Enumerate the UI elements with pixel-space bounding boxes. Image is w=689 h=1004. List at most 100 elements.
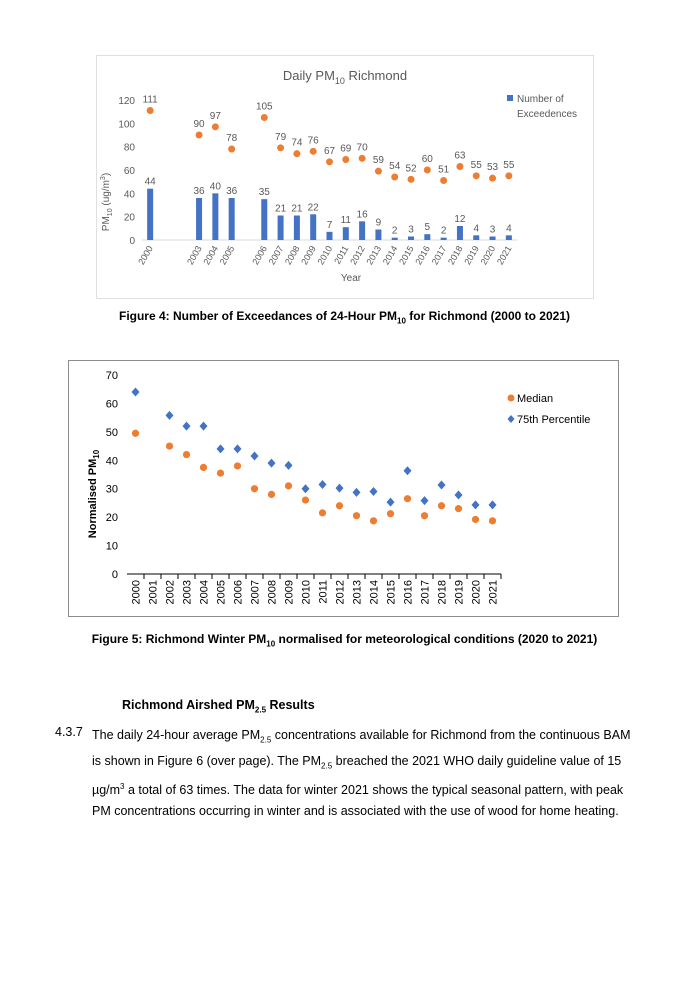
figure5-legend-median-label: Median [517, 393, 553, 405]
figure4-xtick-label: 2017 [430, 244, 449, 266]
figure4-point-label: 54 [389, 161, 401, 172]
figure4-xtick-label: 2006 [250, 244, 269, 266]
figure4-xtick-label: 2003 [185, 244, 204, 266]
figure4-bar [147, 188, 154, 240]
figure5-p75-point [403, 466, 412, 476]
figure5-ytick-label: 50 [106, 427, 118, 439]
figure4-point [358, 154, 366, 162]
figure5-median-point [284, 482, 293, 490]
figure4-point-label: 97 [210, 111, 222, 122]
figure5-median-point [318, 509, 327, 517]
figure4-bar-label: 16 [357, 209, 369, 220]
figure4-point-label: 55 [503, 160, 515, 171]
figure5-p75-point [352, 487, 361, 497]
figure5-xtick-label: 2012 [335, 580, 347, 604]
figure4-point-label: 69 [340, 144, 352, 155]
figure5-p75-point [182, 421, 191, 431]
figure4-bar-label: 4 [506, 223, 512, 234]
figure4-point [407, 175, 415, 183]
figure5-p75-point [420, 496, 429, 506]
figure4-bar-label: 3 [408, 225, 414, 236]
figure4-point-label: 90 [194, 119, 206, 130]
figure4-bar-label: 22 [308, 202, 320, 213]
figure4-bar [326, 231, 333, 240]
figure5-xtick-label: 2002 [165, 580, 177, 604]
figure5-median-point [199, 463, 208, 471]
figure4-point-label: 67 [324, 146, 336, 157]
figure4-point [423, 166, 431, 174]
figure5-median-point [216, 469, 225, 477]
figure5-p75-point [216, 444, 225, 454]
figure4-point [489, 174, 497, 182]
figure4-xtick-label: 2007 [267, 244, 286, 266]
figure5-median-point [352, 512, 361, 520]
figure5-chart: Normalised PM10 Median 75th Percentile 0… [68, 360, 619, 617]
figure4-xtick-label: 2011 [332, 244, 350, 266]
figure4-point [260, 114, 268, 121]
figure4-bar [408, 236, 415, 240]
figure5-xtick-label: 2017 [420, 580, 432, 604]
figure4-point [391, 173, 399, 181]
figure5-median-point [471, 515, 480, 524]
figure4-bar-label: 36 [194, 186, 206, 197]
figure5-p75-point [233, 444, 242, 454]
figure5-p75-point [267, 458, 276, 468]
figure4-xtick-label: 2008 [283, 244, 302, 266]
figure5-xtick-label: 2010 [301, 580, 313, 604]
figure5-p75-point [165, 410, 174, 420]
figure4-point-label: 60 [422, 154, 434, 165]
figure4-bar [505, 235, 512, 240]
figure4-bar [359, 221, 366, 240]
figure4-point-label: 76 [308, 135, 320, 146]
figure4-ytick-label: 100 [118, 119, 135, 130]
figure4-plot: Daily PM10 Richmond PM10 (ug/m3) Year Nu… [100, 68, 577, 284]
figure4-title: Daily PM10 Richmond [283, 68, 407, 86]
figure5-p75-point [488, 500, 497, 510]
figure5-median-point [369, 517, 378, 525]
figure5-ytick-label: 70 [106, 370, 118, 382]
figure4-point-label: 70 [357, 142, 369, 153]
figure5-xtick-label: 2014 [369, 580, 381, 604]
figure5-p75-point [454, 490, 463, 500]
figure4-point-label: 74 [291, 138, 303, 149]
figure4-bar-label: 40 [210, 181, 222, 192]
figure5-ytick-label: 0 [112, 569, 118, 581]
figure5-ytick-label: 60 [106, 398, 118, 410]
figure5-xtick-label: 2008 [267, 580, 279, 604]
figure5-p75-point [301, 484, 310, 494]
figure4-xtick-label: 2016 [413, 244, 432, 266]
figure5-xtick-label: 2000 [131, 580, 143, 604]
figure4-bar [440, 237, 447, 240]
figure4-point-label: 105 [256, 102, 273, 113]
figure4-point [456, 163, 464, 170]
figure4-point [326, 158, 333, 166]
figure5-median-point [301, 496, 310, 504]
figure5-ytick-label: 30 [106, 484, 118, 496]
figure4-bar-label: 4 [473, 223, 479, 234]
figure4-bar [473, 235, 480, 240]
figure5-median-point [403, 495, 412, 503]
figure4-ytick-label: 20 [124, 213, 136, 224]
figure4-ytick-label: 40 [124, 189, 136, 200]
figure5-legend-p75-marker [507, 415, 515, 423]
figure5-caption: Figure 5: Richmond Winter PM10 normalise… [91, 632, 598, 649]
figure4-bar-label: 2 [392, 226, 398, 237]
figure5-p75-point [471, 500, 480, 510]
figure5-xtick-label: 2011 [318, 580, 330, 604]
figure5-xtick-label: 2003 [182, 580, 194, 604]
figure5-xtick-label: 2019 [454, 580, 466, 604]
figure5-median-point [267, 490, 276, 498]
figure4-point [309, 147, 317, 155]
figure4-bar [489, 236, 496, 240]
figure4-point [277, 144, 285, 152]
figure5-xtick-label: 2005 [216, 580, 228, 604]
figure4-bar [212, 193, 219, 240]
figure4-ytick-label: 120 [118, 96, 135, 107]
figure4-ytick-label: 0 [129, 236, 135, 247]
figure4-point [472, 172, 480, 180]
figure4-bar [293, 215, 300, 240]
figure5-p75-point [437, 480, 446, 490]
figure4-bar-label: 35 [259, 187, 271, 198]
figure4-bar [196, 198, 203, 240]
figure4-legend-label-2: Exceedences [517, 109, 577, 120]
